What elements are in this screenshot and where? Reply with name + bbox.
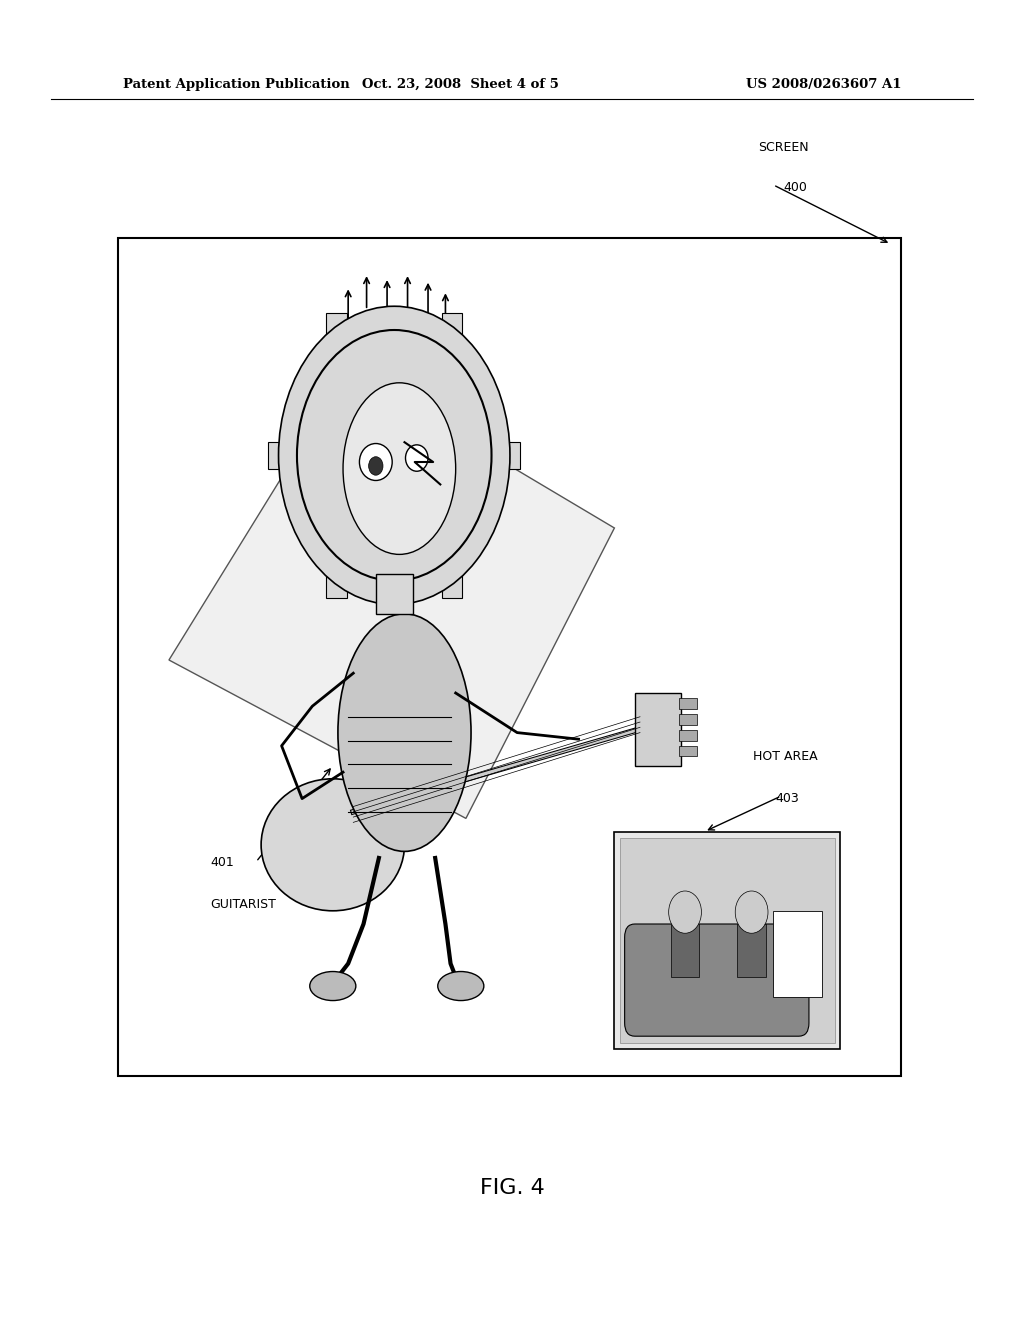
Bar xyxy=(442,572,463,598)
Circle shape xyxy=(735,891,768,933)
Bar xyxy=(679,714,697,725)
Bar xyxy=(376,574,413,614)
Text: 403: 403 xyxy=(775,792,799,805)
Bar xyxy=(118,238,901,1076)
Circle shape xyxy=(369,457,383,475)
Ellipse shape xyxy=(309,972,356,1001)
Text: US 2008/0263607 A1: US 2008/0263607 A1 xyxy=(745,78,901,91)
Text: GUITARIST: GUITARIST xyxy=(210,898,275,911)
Text: FIG. 4: FIG. 4 xyxy=(479,1177,545,1199)
Ellipse shape xyxy=(359,444,392,480)
Bar xyxy=(268,442,289,469)
Bar xyxy=(326,572,346,598)
Bar xyxy=(671,924,699,977)
Bar xyxy=(679,730,697,741)
Bar xyxy=(737,924,766,977)
Bar xyxy=(442,313,463,339)
Bar xyxy=(679,746,697,756)
Bar xyxy=(326,313,346,339)
Circle shape xyxy=(669,891,701,933)
Bar xyxy=(679,698,697,709)
Text: Patent Application Publication: Patent Application Publication xyxy=(123,78,349,91)
Ellipse shape xyxy=(261,779,404,911)
Bar xyxy=(635,693,681,766)
Circle shape xyxy=(297,330,492,581)
Bar xyxy=(773,911,822,997)
FancyBboxPatch shape xyxy=(625,924,809,1036)
Polygon shape xyxy=(169,370,614,818)
Text: HOT AREA: HOT AREA xyxy=(753,750,817,763)
Text: SCREEN: SCREEN xyxy=(758,141,808,154)
Text: Oct. 23, 2008  Sheet 4 of 5: Oct. 23, 2008 Sheet 4 of 5 xyxy=(362,78,559,91)
Text: 400: 400 xyxy=(783,181,807,194)
Ellipse shape xyxy=(406,445,428,471)
Ellipse shape xyxy=(343,383,456,554)
Circle shape xyxy=(279,306,510,605)
Bar xyxy=(620,838,835,1043)
Text: 401: 401 xyxy=(210,855,233,869)
Bar xyxy=(500,442,520,469)
Bar xyxy=(614,832,840,1049)
Ellipse shape xyxy=(438,972,484,1001)
Ellipse shape xyxy=(338,614,471,851)
